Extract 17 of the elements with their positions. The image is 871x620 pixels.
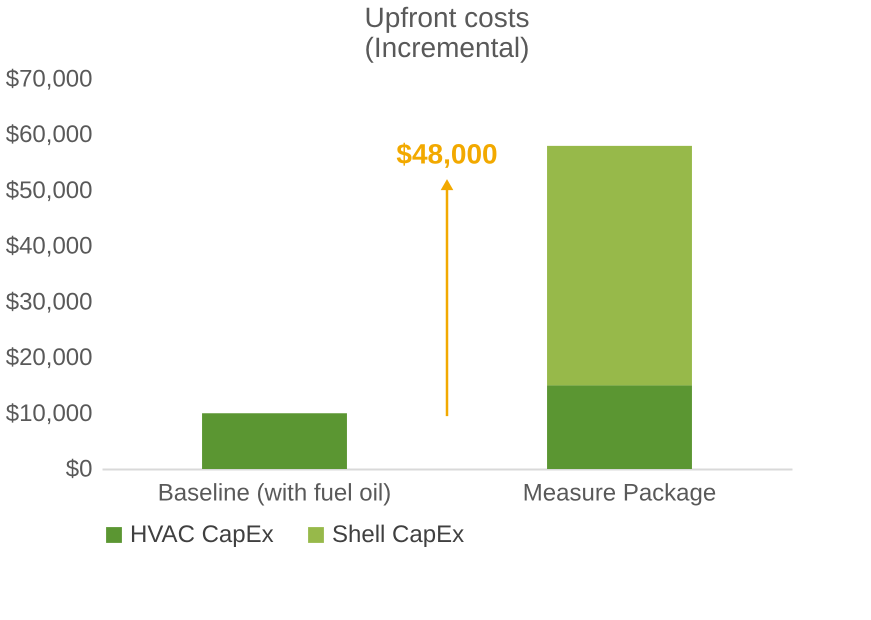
x-tick-label: Baseline (with fuel oil) <box>158 480 392 506</box>
annotation: $48,000 <box>396 138 498 170</box>
legend-label: Shell CapEx <box>332 521 464 548</box>
y-tick-label: $60,000 <box>6 121 92 148</box>
y-tick-label: $50,000 <box>6 176 92 204</box>
legend-label: HVAC CapEx <box>130 521 274 548</box>
bar <box>547 385 692 469</box>
y-tick-label: $40,000 <box>6 232 92 260</box>
y-tick-label: $30,000 <box>6 288 92 316</box>
bar <box>547 146 692 386</box>
y-tick-label: $20,000 <box>6 344 92 372</box>
y-tick-label: $0 <box>66 456 92 482</box>
y-tick-label: $70,000 <box>6 66 92 92</box>
y-tick-label: $10,000 <box>6 400 92 427</box>
chart-title: Upfront costs (Incremental) <box>364 2 530 63</box>
bar <box>202 413 347 469</box>
x-tick-label: Measure Package <box>522 480 716 506</box>
